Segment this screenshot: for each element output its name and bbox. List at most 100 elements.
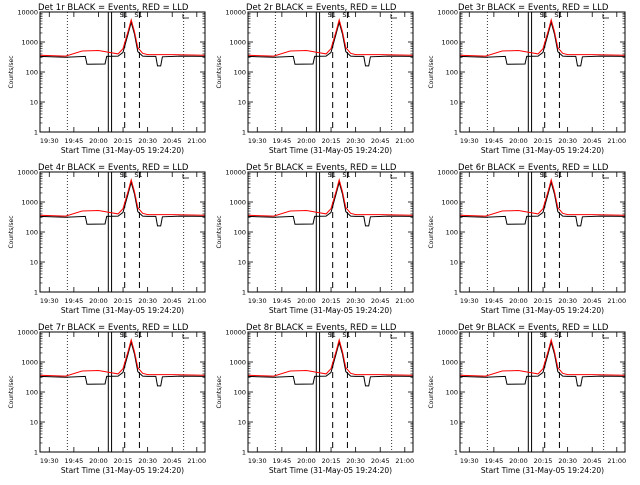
series-line-lld [247,17,414,57]
y-tick-label: 10 [450,419,458,427]
y-tick-label: 1 [454,129,458,137]
x-axis-label: Start Time (31-May-05 19:24:20) [481,306,604,315]
x-tick-label: 20:45 [583,297,602,305]
x-tick-label: 19:30 [248,457,267,465]
x-tick-label: 20:15 [534,297,553,305]
x-tick-label: 19:45 [485,137,504,145]
x-tick-label: 20:45 [583,137,602,145]
series-line-events [39,340,206,387]
x-axis-label: Start Time (31-May-05 19:24:20) [61,146,184,155]
bracket-mark [390,174,397,179]
plot-frame [459,11,626,133]
y-tick-label: 100 [234,389,246,397]
x-tick-label: 20:15 [114,297,133,305]
x-tick-label: 20:00 [509,297,528,305]
panel-det-7: Det 7r BLACK = Events, RED = LLD Counts/s… [8,323,206,475]
x-axis-label: Start Time (31-May-05 19:24:20) [481,146,604,155]
x-tick-label: 20:45 [163,297,182,305]
y-tick-label: 10000 [225,329,246,337]
x-axis-label: Start Time (31-May-05 19:24:20) [61,306,184,315]
x-tick-label: 20:00 [297,137,316,145]
y-tick-label: 1000 [229,39,246,47]
y-tick-label: 1 [242,289,246,297]
x-tick-label: 20:00 [297,457,316,465]
y-tick-label: 1000 [21,199,38,207]
y-tick-label: 1 [34,289,38,297]
series-line-lld [459,177,626,217]
y-tick-label: 10 [450,259,458,267]
interval-label: S1 [328,331,336,339]
y-tick-label: 1 [454,449,458,457]
y-tick-label: 1 [34,129,38,137]
y-tick-label: 1000 [21,359,38,367]
y-tick-label: 10 [450,99,458,107]
y-tick-label: 1000 [229,359,246,367]
y-tick-label: 10 [30,259,38,267]
x-tick-label: 19:30 [460,137,479,145]
panel-title: Det 8r BLACK = Events, RED = LLD [246,323,397,333]
y-tick-label: 1 [34,449,38,457]
y-tick-label: 100 [26,389,38,397]
series-line-events [247,180,414,227]
y-tick-label: 1000 [229,199,246,207]
plot-frame [459,171,626,293]
x-tick-label: 21:00 [187,297,206,305]
x-tick-label: 19:45 [65,137,84,145]
bracket-mark [602,14,609,19]
x-tick-label: 20:30 [346,297,365,305]
y-axis-label: Counts/sec [428,55,435,88]
interval-label: S1 [134,171,142,179]
x-tick-label: 20:15 [534,137,553,145]
y-tick-label: 10000 [17,329,38,337]
y-tick-label: 1 [454,289,458,297]
plot-frame [247,11,414,133]
y-tick-label: 100 [26,69,38,77]
plot-frame [39,11,206,133]
x-tick-label: 20:30 [138,457,157,465]
x-tick-label: 21:00 [187,457,206,465]
bracket-mark [182,334,189,339]
x-tick-label: 19:45 [273,137,292,145]
series-line-events [39,20,206,67]
x-tick-label: 19:30 [248,297,267,305]
plot-frame [247,331,414,453]
x-tick-label: 19:30 [40,137,59,145]
x-tick-label: 19:30 [40,297,59,305]
y-tick-label: 10 [30,99,38,107]
plot-frame [39,331,206,453]
panel-title: Det 4r BLACK = Events, RED = LLD [38,163,189,173]
interval-label: S1 [540,171,548,179]
x-tick-label: 20:45 [371,457,390,465]
panel-title: Det 1r BLACK = Events, RED = LLD [38,3,189,13]
bracket-mark [602,174,609,179]
bracket-mark [602,334,609,339]
series-line-lld [39,337,206,377]
panel-det-9: Det 9r BLACK = Events, RED = LLD Counts/s… [428,323,626,475]
y-axis-label: Counts/sec [428,375,435,408]
series-line-lld [247,337,414,377]
series-line-lld [459,17,626,57]
y-tick-label: 1000 [441,39,458,47]
interval-label: S1 [120,11,128,19]
x-tick-label: 21:00 [607,297,626,305]
x-axis-label: Start Time (31-May-05 19:24:20) [269,146,392,155]
y-tick-label: 100 [446,69,458,77]
series-line-lld [39,17,206,57]
series-line-lld [39,177,206,217]
y-tick-label: 100 [446,229,458,237]
x-tick-label: 19:45 [65,297,84,305]
x-tick-label: 20:45 [371,297,390,305]
x-tick-label: 20:15 [114,457,133,465]
interval-label: S1 [134,11,142,19]
y-axis-label: Counts/sec [8,215,15,248]
x-tick-label: 20:45 [163,137,182,145]
x-tick-label: 20:30 [558,457,577,465]
x-tick-label: 20:30 [346,137,365,145]
panel-det-1: Det 1r BLACK = Events, RED = LLD Counts/s… [8,3,206,155]
y-tick-label: 100 [446,389,458,397]
x-tick-label: 21:00 [607,137,626,145]
y-axis-label: Counts/sec [216,55,223,88]
x-tick-label: 20:15 [114,137,133,145]
x-tick-label: 21:00 [395,297,414,305]
